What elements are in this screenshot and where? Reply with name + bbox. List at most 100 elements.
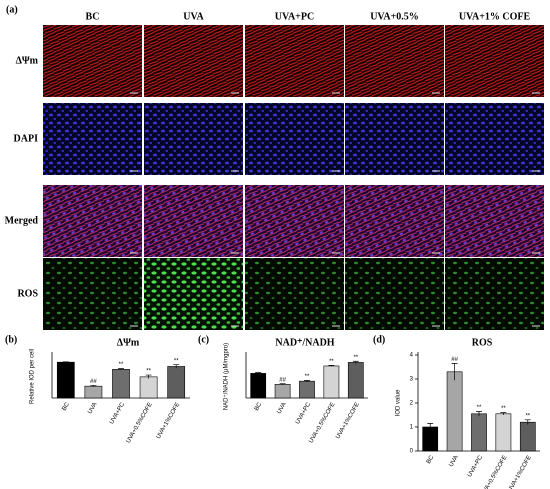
x-tick-label: BC [426, 454, 436, 465]
x-tick-label: UVA [87, 402, 98, 415]
x-tick-label: UVA+0.5%COFE [308, 402, 336, 445]
significance-label: ## [451, 357, 458, 363]
significance-label: ** [146, 369, 151, 375]
column-header: UVA+PC [275, 11, 314, 22]
bar [299, 380, 315, 399]
bar [112, 369, 130, 399]
micrograph [43, 258, 142, 330]
micrograph [144, 258, 243, 330]
bar [519, 421, 536, 452]
error-bar [328, 365, 335, 367]
y-axis-label: NAD⁺/NADH (μM/mgpro) [223, 343, 230, 410]
x-tick-label: UVA [277, 402, 288, 415]
bar [495, 413, 512, 452]
x-tick-label: UVA [449, 455, 460, 468]
x-tick-label: UVA+1%COFE [507, 455, 533, 489]
panel-label: (a) [6, 4, 18, 15]
x-tick-label: UVA+1%COFE [335, 402, 361, 440]
micrograph [43, 185, 142, 257]
bar [139, 376, 158, 399]
significance-label: ## [279, 377, 286, 383]
micrograph [144, 103, 243, 175]
column-header: UVA [183, 11, 204, 22]
micrograph [445, 103, 544, 175]
x-tick-label: UVA+PC [467, 454, 484, 478]
micrograph [144, 185, 243, 257]
panel-label: (c) [198, 334, 209, 345]
significance-label: ** [477, 405, 482, 411]
bar [250, 373, 267, 399]
error-bar [62, 361, 69, 363]
column-header: UVA+1% COFE [459, 11, 531, 22]
y-axis-label: Relative IOD per cell [30, 349, 36, 404]
row-label: Merged [5, 215, 39, 226]
micrograph [144, 25, 243, 97]
x-tick-label: UVA+1%COFE [156, 402, 182, 440]
chart-title: ROS [472, 337, 493, 348]
x-tick-label: BC [254, 401, 264, 412]
micrograph [445, 25, 544, 97]
column-header: UVA+0.5% [370, 11, 419, 22]
bar [323, 365, 340, 399]
panel-label: (d) [373, 334, 385, 345]
error-bar [352, 360, 359, 364]
error-bar [500, 412, 507, 415]
error-bar [173, 364, 180, 369]
error-bar [90, 385, 97, 387]
x-tick-label: UVA+PC [109, 401, 126, 425]
y-tick-label: 2 [410, 401, 414, 407]
row-label: ΔΨm [16, 55, 39, 66]
x-tick-label: BC [62, 401, 72, 412]
micrograph [43, 25, 142, 97]
significance-label: ** [501, 406, 506, 412]
y-tick-label: 3 [410, 377, 414, 383]
bar [167, 366, 186, 399]
significance-label: ## [90, 379, 97, 385]
micrograph [245, 103, 344, 175]
panel-label: (b) [5, 334, 17, 345]
error-bar [255, 372, 262, 375]
bar [347, 362, 364, 399]
error-bar [451, 363, 458, 381]
micrograph [345, 25, 444, 97]
y-tick-label: 4 [410, 353, 414, 359]
error-bar [279, 383, 286, 385]
error-bar [304, 380, 310, 382]
micrograph [345, 103, 444, 175]
column-header: BC [86, 11, 100, 22]
x-tick-label: UVA+0.5%COFE [480, 455, 508, 489]
significance-label: ** [353, 355, 358, 361]
x-tick-label: UVA+PC [295, 401, 312, 425]
y-tick-label: 1 [410, 425, 414, 431]
significance-label: ** [329, 359, 334, 365]
y-axis-label: IOD value [396, 389, 402, 416]
bar [84, 385, 103, 399]
error-bar [145, 374, 152, 379]
row-label: ROS [17, 288, 38, 299]
micrograph [245, 25, 344, 97]
bar [56, 361, 75, 399]
x-tick-label: UVA+0.5%COFE [126, 402, 154, 445]
significance-label: ** [174, 358, 179, 364]
error-bar [524, 419, 531, 425]
chart-title: ΔΨm [117, 337, 140, 348]
micrograph [43, 103, 142, 175]
y-tick-label: 0 [410, 449, 414, 455]
bar [274, 384, 291, 399]
micrograph [345, 258, 444, 330]
micrograph [245, 185, 344, 257]
error-bar [427, 423, 434, 431]
row-label: DAPI [14, 133, 39, 144]
bar [446, 371, 463, 452]
micrograph [345, 185, 444, 257]
micrograph [445, 185, 544, 257]
micrograph [245, 258, 344, 330]
significance-label: ** [119, 362, 124, 368]
bar [471, 413, 487, 452]
error-bar [118, 368, 124, 371]
error-bar [476, 411, 482, 417]
micrograph [445, 258, 544, 330]
significance-label: ** [305, 374, 310, 380]
chart-title: NAD⁺/NADH [275, 337, 334, 348]
